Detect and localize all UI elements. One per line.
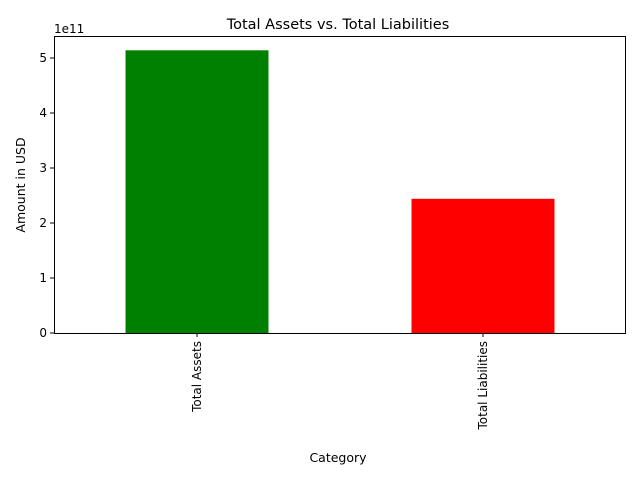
y-axis-label: Amount in USD: [13, 137, 28, 232]
x-axis-label: Category: [309, 450, 367, 465]
bars-group: [125, 50, 555, 334]
y-tick-label: 5: [39, 51, 47, 65]
x-tick-label: Total Liabilities: [476, 341, 490, 431]
y-tick-label: 1: [39, 271, 47, 285]
plot-area-frame: [54, 36, 626, 334]
bar-total-assets: [125, 50, 269, 334]
chart-title: Total Assets vs. Total Liabilities: [226, 17, 450, 33]
y-tick-label: 3: [39, 161, 47, 175]
y-tick-label: 2: [39, 216, 47, 230]
x-tick-label: Total Assets: [190, 341, 204, 413]
y-axis-ticks: 0 1 2 3 4 5: [39, 51, 54, 340]
x-axis-ticks: Total Assets Total Liabilities: [190, 333, 490, 431]
y-tick-label: 4: [39, 106, 47, 120]
y-tick-label: 0: [39, 326, 47, 340]
y-axis-offset-label: 1e11: [54, 22, 84, 36]
bar-total-liabilities: [411, 198, 555, 333]
